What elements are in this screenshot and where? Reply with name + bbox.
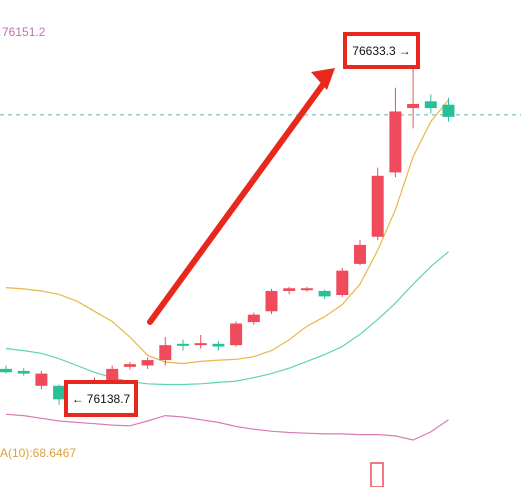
candle-body	[177, 343, 189, 346]
candle-body	[230, 323, 243, 346]
arrow-shaft	[147, 76, 330, 325]
candle-body	[442, 104, 455, 117]
candle-26	[442, 97, 455, 122]
candle-body	[141, 360, 154, 366]
moving-average-lines	[5, 99, 449, 441]
candle-25	[424, 94, 437, 114]
candle-13	[212, 341, 225, 351]
candle-body	[283, 288, 296, 291]
high-price-value: 76633.3	[352, 43, 396, 58]
candle-body	[17, 370, 30, 374]
top-axis-label: 76151.2	[2, 25, 46, 39]
candle-8	[123, 362, 136, 370]
candle-2	[17, 368, 30, 376]
candle-body	[265, 290, 278, 312]
candle-7	[106, 365, 119, 383]
candle-22	[371, 167, 384, 241]
candle-body	[247, 314, 260, 323]
candle-body	[389, 111, 402, 173]
candle-17	[283, 286, 296, 295]
candle-body	[424, 101, 437, 109]
high-price-callout: 76633.3 →	[343, 32, 420, 69]
candle-body	[336, 270, 349, 296]
candle-16	[265, 288, 278, 314]
candle-body	[106, 368, 119, 381]
candle-body	[354, 244, 366, 264]
annotation-arrow	[147, 68, 335, 325]
candle-18	[300, 286, 313, 292]
candle-21	[354, 240, 366, 266]
candle-3	[35, 370, 48, 390]
candle-body	[123, 364, 136, 367]
candle-23	[389, 87, 402, 178]
candle-1	[0, 365, 12, 374]
candle-9	[141, 357, 154, 369]
candle-body	[300, 288, 313, 291]
indicator-bar	[370, 462, 384, 487]
arrow-head	[311, 68, 335, 90]
candle-body	[212, 343, 225, 347]
ma-line-1	[5, 99, 449, 365]
candle-24	[407, 65, 420, 129]
candle-4	[53, 384, 66, 405]
right-arrow-icon: →	[398, 43, 411, 58]
candle-11	[177, 339, 189, 351]
candle-15	[247, 312, 260, 325]
low-price-value: 76138.7	[86, 391, 131, 406]
candles	[0, 65, 455, 405]
candle-14	[230, 321, 243, 347]
candle-10	[159, 337, 172, 366]
candle-body	[194, 343, 207, 346]
low-price-callout: ← 76138.7	[64, 380, 138, 417]
candle-body	[407, 104, 420, 109]
candle-12	[194, 335, 207, 349]
candle-19	[318, 289, 331, 300]
candle-body	[159, 345, 172, 361]
indicator-label: A(10):68.6467	[0, 446, 77, 460]
ma-line-3	[5, 413, 449, 441]
candle-body	[35, 373, 48, 386]
candle-body	[53, 385, 66, 400]
left-arrow-icon: ←	[71, 391, 84, 406]
candle-20	[336, 267, 349, 298]
candle-body	[371, 175, 384, 237]
candle-body	[318, 290, 331, 297]
candle-body	[0, 368, 12, 373]
volume-bar	[370, 462, 384, 487]
ma-line-2	[5, 251, 449, 386]
